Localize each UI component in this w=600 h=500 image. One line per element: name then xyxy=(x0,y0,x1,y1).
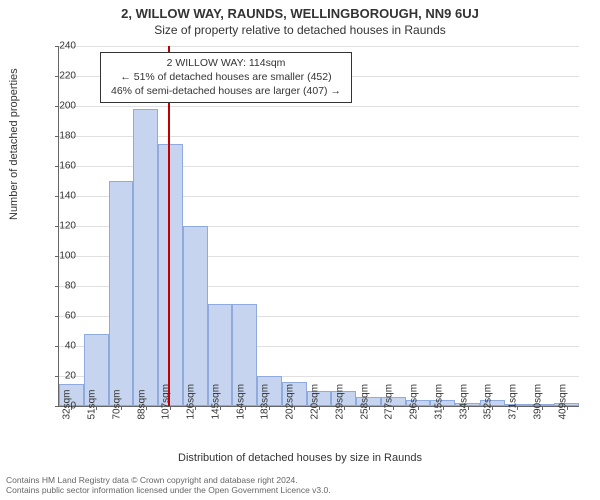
page-title: 2, WILLOW WAY, RAUNDS, WELLINGBOROUGH, N… xyxy=(0,0,600,21)
y-tick-label: 180 xyxy=(46,131,76,142)
grid-line xyxy=(59,46,579,47)
histogram-bar xyxy=(109,181,134,406)
y-tick-label: 200 xyxy=(46,101,76,112)
y-tick-label: 60 xyxy=(46,311,76,322)
y-tick-label: 40 xyxy=(46,341,76,352)
y-axis-label: Number of detached properties xyxy=(8,68,20,220)
histogram-bar xyxy=(133,109,158,406)
annotation-line2: ← 51% of detached houses are smaller (45… xyxy=(111,70,341,84)
y-tick-label: 20 xyxy=(46,371,76,382)
grid-line xyxy=(59,106,579,107)
y-tick-label: 220 xyxy=(46,71,76,82)
annotation-line3: 46% of semi-detached houses are larger (… xyxy=(111,84,341,98)
annotation-callout: 2 WILLOW WAY: 114sqm ← 51% of detached h… xyxy=(100,52,352,103)
footer-line2: Contains public sector information licen… xyxy=(6,485,331,496)
y-tick-label: 120 xyxy=(46,221,76,232)
y-tick-label: 80 xyxy=(46,281,76,292)
y-tick-label: 100 xyxy=(46,251,76,262)
y-tick-label: 140 xyxy=(46,191,76,202)
y-tick-label: 160 xyxy=(46,161,76,172)
footer-line1: Contains HM Land Registry data © Crown c… xyxy=(6,475,331,486)
histogram-bar xyxy=(183,226,208,406)
page-subtitle: Size of property relative to detached ho… xyxy=(0,23,600,37)
footer-attribution: Contains HM Land Registry data © Crown c… xyxy=(6,475,331,496)
annotation-line1: 2 WILLOW WAY: 114sqm xyxy=(111,56,341,70)
histogram-bar xyxy=(158,144,183,407)
x-axis-label: Distribution of detached houses by size … xyxy=(0,452,600,464)
y-tick-label: 240 xyxy=(46,41,76,52)
